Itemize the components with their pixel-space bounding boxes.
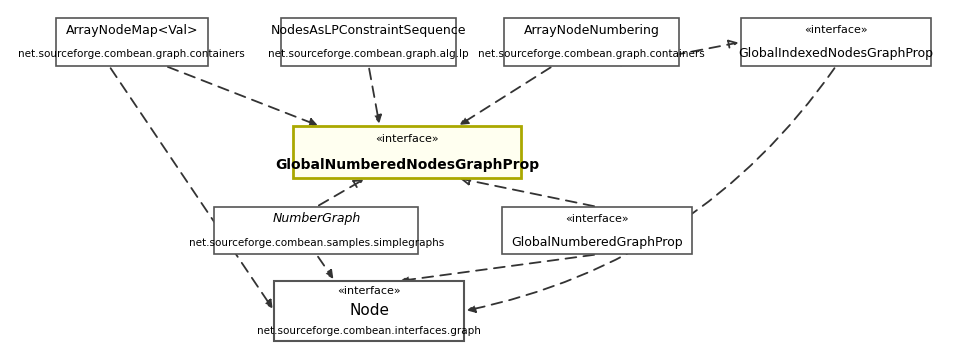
FancyBboxPatch shape: [274, 281, 464, 341]
Text: NumberGraph: NumberGraph: [272, 212, 361, 225]
Text: net.sourceforge.combean.interfaces.graph: net.sourceforge.combean.interfaces.graph: [257, 326, 481, 336]
FancyBboxPatch shape: [56, 18, 208, 66]
Text: ArrayNodeMap<Val>: ArrayNodeMap<Val>: [66, 24, 198, 37]
Text: net.sourceforge.combean.graph.alg.lp: net.sourceforge.combean.graph.alg.lp: [268, 49, 469, 59]
Text: GlobalNumberedNodesGraphProp: GlobalNumberedNodesGraphProp: [275, 158, 540, 172]
FancyBboxPatch shape: [741, 18, 931, 66]
Text: net.sourceforge.combean.graph.containers: net.sourceforge.combean.graph.containers: [18, 49, 245, 59]
Text: «interface»: «interface»: [375, 134, 439, 144]
Text: Node: Node: [350, 303, 389, 319]
Text: net.sourceforge.combean.samples.simplegraphs: net.sourceforge.combean.samples.simplegr…: [189, 238, 444, 248]
Text: ArrayNodeNumbering: ArrayNodeNumbering: [523, 24, 660, 37]
Text: GlobalNumberedGraphProp: GlobalNumberedGraphProp: [511, 236, 683, 249]
Text: NodesAsLPConstraintSequence: NodesAsLPConstraintSequence: [271, 24, 466, 37]
FancyBboxPatch shape: [215, 207, 418, 255]
FancyBboxPatch shape: [502, 207, 691, 255]
Text: «interface»: «interface»: [565, 214, 628, 224]
Text: GlobalIndexedNodesGraphProp: GlobalIndexedNodesGraphProp: [738, 48, 934, 60]
Text: net.sourceforge.combean.graph.containers: net.sourceforge.combean.graph.containers: [478, 49, 705, 59]
FancyBboxPatch shape: [504, 18, 679, 66]
FancyBboxPatch shape: [281, 18, 456, 66]
FancyBboxPatch shape: [293, 126, 521, 178]
Text: «interface»: «interface»: [804, 25, 868, 35]
Text: «interface»: «interface»: [337, 286, 401, 296]
